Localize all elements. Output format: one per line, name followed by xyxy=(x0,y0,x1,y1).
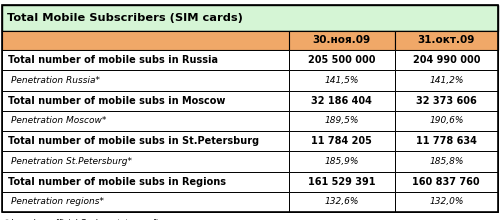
Text: 185,9%: 185,9% xyxy=(324,157,359,166)
Text: 141,2%: 141,2% xyxy=(429,76,464,85)
Text: 189,5%: 189,5% xyxy=(324,117,359,125)
Text: 11 778 634: 11 778 634 xyxy=(416,136,476,146)
Bar xyxy=(289,31,395,50)
Bar xyxy=(394,50,498,70)
Bar xyxy=(2,151,289,172)
Bar xyxy=(2,31,498,50)
Text: 160 837 760: 160 837 760 xyxy=(412,177,480,187)
Bar xyxy=(2,91,289,111)
Bar xyxy=(2,111,289,131)
Bar xyxy=(2,5,498,31)
Text: Total number of mobile subs in Moscow: Total number of mobile subs in Moscow xyxy=(8,96,226,106)
Text: 204 990 000: 204 990 000 xyxy=(412,55,480,65)
Bar xyxy=(394,91,498,111)
Text: 11 784 205: 11 784 205 xyxy=(312,136,372,146)
Text: Penetration St.Petersburg*: Penetration St.Petersburg* xyxy=(11,157,132,166)
Bar xyxy=(2,172,289,192)
Text: Total number of mobile subs in St.Petersburg: Total number of mobile subs in St.Peters… xyxy=(8,136,259,146)
Bar xyxy=(289,172,395,192)
Bar xyxy=(289,50,395,70)
Text: 190,6%: 190,6% xyxy=(429,117,464,125)
Text: 141,5%: 141,5% xyxy=(324,76,359,85)
Text: Penetration Moscow*: Penetration Moscow* xyxy=(11,117,106,125)
Text: Total number of mobile subs in Regions: Total number of mobile subs in Regions xyxy=(8,177,226,187)
Text: Penetration Russia*: Penetration Russia* xyxy=(11,76,100,85)
Bar xyxy=(394,192,498,212)
Text: 132,6%: 132,6% xyxy=(324,198,359,206)
Bar xyxy=(394,131,498,151)
Text: 31.окт.09: 31.окт.09 xyxy=(418,35,475,46)
Text: 30.ноя.09: 30.ноя.09 xyxy=(312,35,371,46)
Bar xyxy=(394,151,498,172)
Text: 132,0%: 132,0% xyxy=(429,198,464,206)
Text: 205 500 000: 205 500 000 xyxy=(308,55,376,65)
Text: 32 186 404: 32 186 404 xyxy=(312,96,372,106)
Bar xyxy=(2,70,289,91)
Bar xyxy=(289,151,395,172)
Bar xyxy=(289,111,395,131)
Bar xyxy=(2,131,289,151)
Text: * based on official Goskomstat pops figure: * based on official Goskomstat pops figu… xyxy=(5,219,176,220)
Bar xyxy=(289,192,395,212)
Bar xyxy=(394,70,498,91)
Text: 32 373 606: 32 373 606 xyxy=(416,96,476,106)
Text: Total number of mobile subs in Russia: Total number of mobile subs in Russia xyxy=(8,55,218,65)
Bar xyxy=(2,192,289,212)
Bar xyxy=(2,50,289,70)
Bar xyxy=(289,70,395,91)
Text: Total Mobile Subscribers (SIM cards): Total Mobile Subscribers (SIM cards) xyxy=(7,13,243,23)
Bar xyxy=(394,111,498,131)
Bar xyxy=(289,131,395,151)
Text: 185,8%: 185,8% xyxy=(429,157,464,166)
Bar xyxy=(394,172,498,192)
Text: 161 529 391: 161 529 391 xyxy=(308,177,376,187)
Text: Penetration regions*: Penetration regions* xyxy=(11,198,104,206)
Bar xyxy=(394,31,498,50)
Bar xyxy=(289,91,395,111)
